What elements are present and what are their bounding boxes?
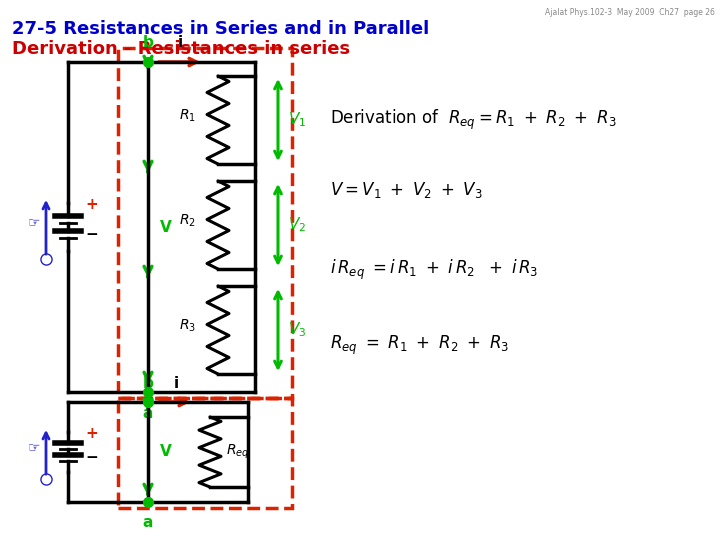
- Text: +: +: [85, 197, 98, 212]
- Text: V: V: [160, 444, 172, 460]
- Text: i: i: [174, 376, 179, 391]
- Text: $R_{eq}$: $R_{eq}$: [226, 443, 249, 461]
- Text: Ajalat Phys.102-3  May 2009  Ch27  page 26: Ajalat Phys.102-3 May 2009 Ch27 page 26: [545, 8, 715, 17]
- Text: Derivation - Resistances in series: Derivation - Resistances in series: [12, 40, 350, 58]
- Text: +: +: [85, 426, 98, 441]
- Text: $V_2$: $V_2$: [288, 215, 306, 234]
- Text: ☞: ☞: [27, 440, 40, 454]
- Text: −: −: [85, 227, 98, 242]
- Text: V: V: [160, 219, 172, 234]
- Bar: [118, 48, 292, 398]
- Text: Derivation of  $R_{eq} = R_1\ +\ R_2\ +\ R_3$: Derivation of $R_{eq} = R_1\ +\ R_2\ +\ …: [330, 108, 616, 132]
- Text: i: i: [177, 35, 183, 50]
- Bar: [118, 398, 292, 508]
- Text: b: b: [143, 35, 153, 50]
- Text: a: a: [143, 515, 153, 530]
- Text: $R_3$: $R_3$: [179, 318, 196, 334]
- Text: $i\,R_{eq}\ = i\,R_1\ +\ i\,R_2\ \ +\ i\,R_3$: $i\,R_{eq}\ = i\,R_1\ +\ i\,R_2\ \ +\ i\…: [330, 258, 539, 282]
- Text: 27-5 Resistances in Series and in Parallel: 27-5 Resistances in Series and in Parall…: [12, 20, 429, 38]
- Text: a: a: [143, 406, 153, 421]
- Text: ☞: ☞: [27, 215, 40, 229]
- Text: $R_{eq}\ =\ R_1\ +\ R_2\ +\ R_3$: $R_{eq}\ =\ R_1\ +\ R_2\ +\ R_3$: [330, 333, 509, 356]
- Text: −: −: [85, 450, 98, 465]
- Text: $V = V_1\ +\ V_2\ +\ V_3$: $V = V_1\ +\ V_2\ +\ V_3$: [330, 180, 482, 200]
- Text: $R_1$: $R_1$: [179, 108, 196, 124]
- Text: $V_3$: $V_3$: [288, 321, 306, 339]
- Text: $V_1$: $V_1$: [288, 111, 306, 130]
- Text: $R_2$: $R_2$: [179, 213, 196, 229]
- Text: b: b: [143, 376, 153, 391]
